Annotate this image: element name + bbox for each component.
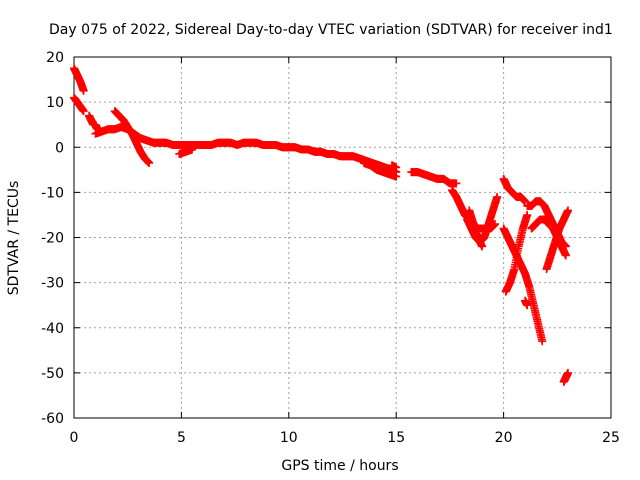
y-tick-label: 0 (55, 140, 64, 156)
series-arc-d (359, 159, 401, 181)
y-tick-label: 20 (46, 50, 64, 66)
y-axis: -60 -50 -40 -30 -20 -10 0 10 20 (41, 50, 611, 427)
data-points (70, 64, 573, 386)
x-tick-label: 0 (70, 430, 79, 446)
x-tick-label: 20 (495, 430, 513, 446)
y-tick-label: -10 (41, 185, 64, 201)
y-tick-label: -40 (41, 321, 64, 337)
series-arc-c (175, 145, 197, 159)
series-arc-main-a (70, 64, 88, 95)
data-point (523, 210, 532, 219)
grid-lines (74, 57, 611, 418)
y-tick-label: 10 (46, 95, 64, 111)
data-point (478, 242, 487, 251)
x-tick-label: 15 (387, 430, 405, 446)
data-point (145, 159, 154, 168)
y-tick-label: -30 (41, 276, 64, 292)
data-point (79, 86, 88, 95)
series-arc-q (559, 368, 573, 386)
y-tick-label: -20 (41, 231, 64, 247)
x-tick-label: 25 (602, 430, 620, 446)
x-axis: 0 5 10 15 20 25 (70, 57, 620, 446)
data-point (493, 192, 502, 201)
y-tick-label: -60 (41, 411, 64, 427)
chart-title: Day 075 of 2022, Sidereal Day-to-day VTE… (49, 22, 613, 38)
series-arc-o (542, 206, 573, 274)
x-axis-label: GPS time / hours (281, 458, 398, 474)
x-tick-label: 10 (280, 430, 298, 446)
series-arc-main-c (91, 122, 401, 177)
series-arc-e (387, 161, 401, 172)
data-point (392, 163, 401, 172)
data-point (538, 337, 547, 346)
series-arc-early (85, 111, 102, 134)
data-point (392, 172, 401, 181)
series-arc-l (501, 210, 532, 296)
data-point (523, 301, 532, 310)
y-axis-label: SDTVAR / TECUs (6, 181, 22, 296)
data-point (521, 197, 530, 206)
series-arc-b (110, 107, 154, 168)
data-point (564, 206, 573, 215)
data-point (188, 145, 197, 154)
data-point (561, 251, 570, 260)
data-point (452, 179, 461, 188)
data-point (564, 368, 573, 377)
series-arc-j (499, 174, 530, 206)
y-tick-label: -50 (41, 366, 64, 382)
series-arc-f (407, 168, 461, 188)
series-arc-p (521, 296, 532, 310)
series-arc-main-b (70, 93, 88, 116)
data-point (79, 107, 88, 116)
series-arc-i (465, 206, 487, 251)
x-tick-label: 5 (177, 430, 186, 446)
